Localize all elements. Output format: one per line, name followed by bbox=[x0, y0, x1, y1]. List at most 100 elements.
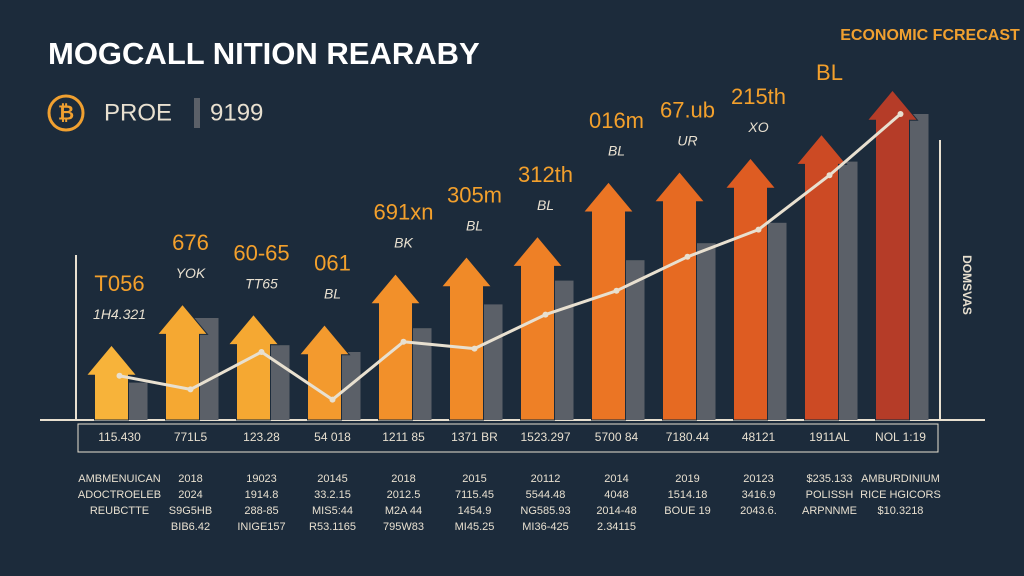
annotation-value: 215th bbox=[731, 84, 786, 109]
trend-point bbox=[400, 338, 407, 345]
note: BOUE 19 bbox=[664, 505, 710, 517]
note: 20123 bbox=[743, 473, 774, 485]
coin-icon bbox=[47, 94, 85, 132]
note: AMBMENUICAN bbox=[78, 473, 161, 485]
x-tick-label: 1371 BR bbox=[451, 430, 498, 444]
arrow-bar bbox=[440, 256, 493, 421]
trend-point bbox=[187, 386, 194, 393]
trend-point bbox=[613, 287, 620, 294]
note: 795W83 bbox=[383, 521, 424, 533]
trend-line bbox=[119, 112, 902, 402]
note: 2024 bbox=[178, 489, 202, 501]
x-tick-label: 1211 85 bbox=[382, 430, 425, 444]
annotation-unit: BK bbox=[394, 235, 413, 251]
annotation-unit: YOK bbox=[176, 265, 206, 281]
note: 1914.8 bbox=[245, 489, 279, 501]
note: 2.34115 bbox=[597, 521, 636, 533]
arrow-bar bbox=[582, 181, 635, 421]
arrow-bar bbox=[85, 344, 138, 421]
note: 288-85 bbox=[244, 505, 278, 517]
x-tick-label: 123.28 bbox=[243, 430, 280, 444]
x-tick-label: 771L5 bbox=[174, 430, 208, 444]
arrow-bar bbox=[653, 171, 706, 421]
annotation-unit: UR bbox=[677, 133, 697, 149]
annotation-value: 691xn bbox=[374, 200, 434, 225]
note: 19023 bbox=[246, 473, 277, 485]
coin-symbol: ₿ bbox=[58, 102, 74, 124]
annotation-unit: TT65 bbox=[245, 275, 278, 291]
annotation-value: BL bbox=[816, 60, 843, 85]
x-tick-label: 54 018 bbox=[314, 430, 351, 444]
y-axis-label: DOMSVAS bbox=[960, 255, 974, 315]
x-tick-label: 5700 84 bbox=[595, 430, 639, 444]
trend-point bbox=[826, 172, 833, 179]
note: 4048 bbox=[604, 489, 628, 501]
note: R53.1165 bbox=[309, 521, 356, 533]
note: $10.3218 bbox=[878, 505, 924, 517]
note: 2018 bbox=[178, 473, 202, 485]
note: AMBURDINIUM bbox=[861, 473, 940, 485]
note: MIS5:44 bbox=[312, 505, 353, 517]
note: 7115.45 bbox=[455, 489, 494, 501]
note: RICE HGICORS bbox=[860, 489, 941, 501]
note: 1514.18 bbox=[668, 489, 708, 501]
annotation-value: 67.ub bbox=[660, 98, 715, 123]
annotation-value: 061 bbox=[314, 251, 351, 276]
trend-point bbox=[258, 349, 265, 355]
note: S9G5HB bbox=[169, 505, 212, 517]
chart-title: MOGCALL NITION REARABY bbox=[48, 36, 480, 71]
x-tick-label: 7180.44 bbox=[666, 430, 710, 444]
annotation-value: 312th bbox=[518, 162, 573, 187]
note: MI36-425 bbox=[522, 521, 568, 533]
note: 20145 bbox=[317, 473, 348, 485]
corner-label: ECONOMIC FCRECAST bbox=[840, 27, 1020, 44]
note: 3416.9 bbox=[742, 489, 776, 501]
note: $235.133 bbox=[807, 473, 853, 485]
annotation-unit: BL bbox=[466, 218, 483, 234]
trend-point bbox=[329, 396, 336, 403]
x-tick-label: 1523.297 bbox=[520, 430, 570, 444]
note: ARPNNME bbox=[802, 505, 857, 517]
note: INIGE157 bbox=[237, 521, 285, 533]
annotation-value: 016m bbox=[589, 108, 644, 133]
label-box bbox=[77, 423, 939, 453]
annotation-unit: XO bbox=[747, 119, 768, 135]
divider bbox=[194, 98, 200, 128]
annotation-value: 676 bbox=[172, 230, 209, 255]
subtitle: PROE bbox=[104, 99, 172, 126]
subtitle-value: 9199 bbox=[210, 99, 263, 126]
trend-point bbox=[542, 311, 549, 318]
note: M2A 44 bbox=[385, 505, 422, 517]
arrow-bar bbox=[511, 235, 564, 421]
trend-point bbox=[116, 372, 123, 379]
x-tick-label: 115.430 bbox=[98, 430, 141, 444]
arrow-bar bbox=[866, 89, 919, 421]
annotation-unit: 1H4.321 bbox=[93, 306, 146, 322]
annotation-value: 60-65 bbox=[233, 240, 289, 265]
annotation-value: T056 bbox=[94, 271, 144, 296]
note: 2018 bbox=[391, 473, 415, 485]
note: REUBCTTE bbox=[90, 505, 149, 517]
note: 2014-48 bbox=[596, 505, 636, 517]
arrow-bar bbox=[156, 303, 209, 421]
note: POLISSH bbox=[806, 489, 854, 501]
arrow-bar bbox=[724, 157, 777, 421]
arrow-bar bbox=[795, 133, 848, 421]
annotation-value: 305m bbox=[447, 183, 502, 208]
note: 20112 bbox=[531, 473, 561, 485]
trend-point bbox=[755, 226, 762, 233]
x-tick-label: NOL 1:19 bbox=[875, 430, 926, 444]
trend-point bbox=[471, 345, 478, 352]
note: 5544.48 bbox=[526, 489, 566, 501]
note: 1454.9 bbox=[458, 505, 492, 517]
annotation-unit: BL bbox=[324, 286, 341, 302]
note: 2014 bbox=[604, 473, 628, 485]
note: ADOCTROELEB bbox=[78, 489, 161, 501]
annotation-unit: BL bbox=[608, 143, 625, 159]
x-tick-label: 48121 bbox=[742, 430, 776, 444]
x-tick-label: 1911AL bbox=[809, 430, 850, 444]
trend-point bbox=[897, 111, 904, 117]
arrow-bar bbox=[227, 313, 280, 421]
note: BIB6.42 bbox=[171, 521, 210, 533]
